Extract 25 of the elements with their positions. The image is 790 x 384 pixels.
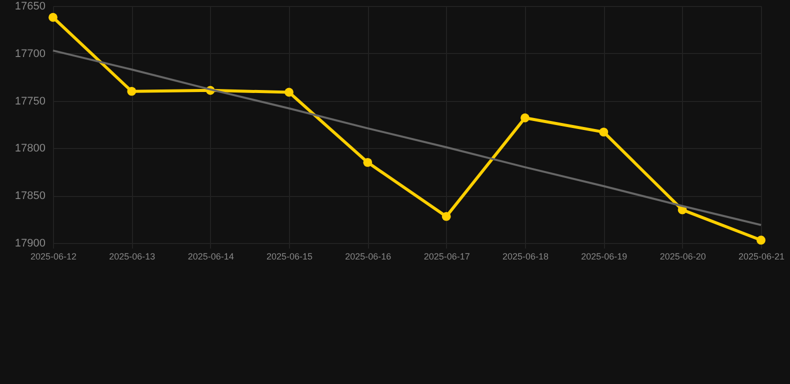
point [48, 12, 58, 22]
x-tick-label: 2025-06-21 [738, 252, 785, 262]
point [756, 236, 766, 245]
y-tick-label: 17750 [14, 95, 46, 108]
y-tick-label: 17700 [14, 48, 46, 60]
y-tick-label: 17850 [14, 190, 46, 202]
point [363, 158, 372, 167]
y-tick-label: 17650 [14, 0, 46, 12]
y-tick-label: 17800 [14, 142, 46, 155]
x-tick-label: 2025-06-20 [660, 252, 706, 262]
x-tick-label: 2025-06-17 [424, 252, 470, 262]
x-tick-label: 2025-06-18 [502, 252, 549, 262]
x-tick-label: 2025-06-13 [109, 252, 156, 262]
point [442, 212, 451, 221]
line-series [52, 50, 762, 226]
x-tick-label: 2025-06-15 [266, 252, 313, 262]
x-tick-label: 2025-06-14 [188, 252, 234, 262]
point [284, 88, 294, 97]
x-tick-label: 2025-06-16 [345, 252, 392, 262]
point [599, 128, 608, 137]
point [127, 86, 136, 96]
x-tick-label: 2025-06-12 [30, 252, 77, 262]
point [520, 113, 530, 122]
x-tick-label: 2025-06-19 [581, 252, 628, 262]
y-tick-label: 17900 [14, 238, 46, 250]
